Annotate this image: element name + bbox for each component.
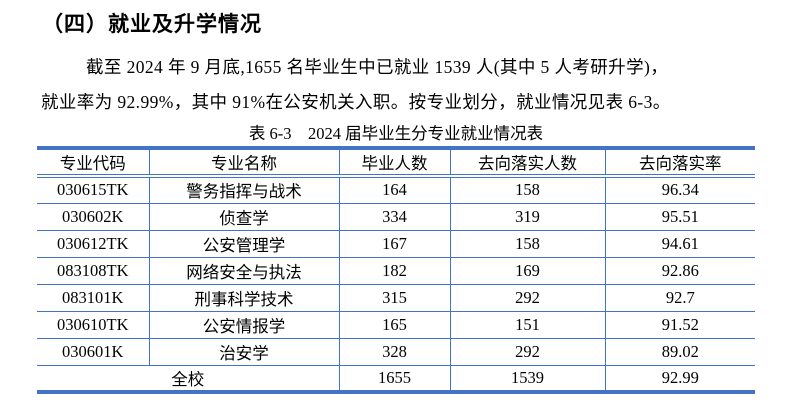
cell-major-code: 030610TK [37,311,149,339]
cell-graduates: 165 [338,311,450,339]
table-row: 083101K 刑事科学技术 315 292 92.7 [37,284,755,312]
cell-major-name: 侦查学 [148,203,339,231]
table-row: 030601K 治安学 328 292 89.02 [37,338,755,366]
column-header-implemented: 去向落实人数 [449,148,605,178]
paragraph-line-1: 截至 2024 年 9 月底,1655 名毕业生中已就业 1539 人(其中 5… [86,57,669,77]
table-caption: 表 6-3 2024 届毕业生分专业就业情况表 [248,124,544,143]
cell-implemented: 158 [449,230,605,258]
cell-graduates: 328 [338,338,450,366]
cell-major-name: 网络安全与执法 [148,257,339,285]
cell-rate: 92.99 [604,365,755,394]
cell-summary-label: 全校 [37,365,339,394]
cell-rate: 91.52 [604,311,755,339]
table-row: 030610TK 公安情报学 165 151 91.52 [37,311,755,339]
section-heading: （四）就业及升学情况 [42,13,262,36]
cell-rate: 94.61 [604,230,755,258]
paragraph-line-2: 就业率为 92.99%，其中 91%在公安机关入职。按专业划分，就业情况见表 6… [41,92,671,112]
table-header-row: 专业代码 专业名称 毕业人数 去向落实人数 去向落实率 [37,148,755,178]
cell-graduates: 167 [338,230,450,258]
cell-major-name: 刑事科学技术 [148,284,339,312]
table-row: 030615TK 警务指挥与战术 164 158 96.34 [37,176,755,204]
table-row: 030602K 侦查学 334 319 95.51 [37,203,755,231]
cell-rate: 95.51 [604,203,755,231]
cell-implemented: 319 [449,203,605,231]
cell-major-code: 030612TK [37,230,149,258]
cell-major-code: 083108TK [37,257,149,285]
cell-major-name: 治安学 [148,338,339,366]
cell-major-code: 083101K [37,284,149,312]
cell-implemented: 169 [449,257,605,285]
cell-major-name: 警务指挥与战术 [148,176,339,204]
cell-graduates: 164 [338,176,450,204]
cell-rate: 96.34 [604,176,755,204]
cell-graduates: 334 [338,203,450,231]
employment-by-major-table: 专业代码 专业名称 毕业人数 去向落实人数 去向落实率 030615TK 警务指… [37,146,755,394]
column-header-rate: 去向落实率 [604,148,755,178]
cell-implemented: 292 [449,284,605,312]
column-header-major-code: 专业代码 [37,148,149,178]
cell-rate: 89.02 [604,338,755,366]
cell-major-code: 030615TK [37,176,149,204]
column-header-major-name: 专业名称 [148,148,339,178]
table-summary-row: 全校 1655 1539 92.99 [37,365,755,394]
cell-graduates: 315 [338,284,450,312]
column-header-graduates: 毕业人数 [338,148,450,178]
cell-implemented: 1539 [449,365,605,394]
cell-implemented: 158 [449,176,605,204]
table-row: 030612TK 公安管理学 167 158 94.61 [37,230,755,258]
cell-rate: 92.86 [604,257,755,285]
cell-rate: 92.7 [604,284,755,312]
cell-major-name: 公安管理学 [148,230,339,258]
cell-major-code: 030602K [37,203,149,231]
cell-major-code: 030601K [37,338,149,366]
table-row: 083108TK 网络安全与执法 182 169 92.86 [37,257,755,285]
cell-implemented: 292 [449,338,605,366]
cell-major-name: 公安情报学 [148,311,339,339]
cell-graduates: 182 [338,257,450,285]
cell-graduates: 1655 [338,365,450,394]
cell-implemented: 151 [449,311,605,339]
